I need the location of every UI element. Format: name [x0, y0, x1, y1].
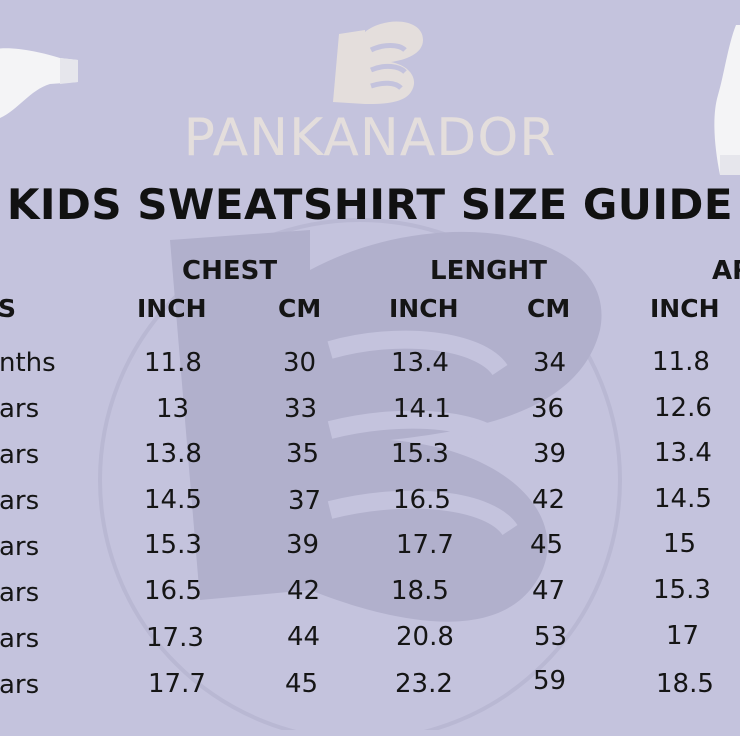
- arm-inch-cell: 15.3: [653, 575, 711, 605]
- length-inch-cell: 13.4: [391, 348, 449, 378]
- length-cm-cell: 45: [530, 530, 564, 560]
- length-inch-cell: 18.5: [391, 576, 449, 606]
- age-cell: ars: [0, 670, 40, 700]
- age-cell: ars: [0, 532, 40, 562]
- chest-inch-header: INCH: [137, 294, 207, 323]
- arm-inch-cell: 13.4: [654, 438, 712, 468]
- length-inch-header: INCH: [389, 294, 459, 323]
- chest-inch-cell: 17.7: [148, 669, 206, 699]
- length-cm-cell: 47: [532, 576, 566, 606]
- length-cm-cell: 34: [533, 348, 567, 378]
- length-inch-cell: 23.2: [395, 669, 453, 699]
- age-cell: ars: [0, 394, 40, 424]
- sweatshirt-sleeve-right-image: [714, 25, 740, 175]
- arm-inch-cell: 18.5: [656, 669, 714, 699]
- length-group-header: LENGHT: [430, 256, 547, 286]
- arm-inch-cell: 15: [663, 529, 697, 559]
- chest-cm-header: CM: [278, 294, 322, 323]
- chest-inch-cell: 17.3: [146, 623, 204, 653]
- arm-inch-cell: 11.8: [652, 347, 710, 377]
- chest-inch-cell: 14.5: [144, 485, 202, 515]
- chest-group-header: CHEST: [182, 256, 278, 286]
- chest-cm-cell: 44: [287, 622, 321, 652]
- length-inch-cell: 17.7: [396, 530, 454, 560]
- age-cell: ars: [0, 624, 40, 654]
- length-cm-cell: 53: [534, 622, 568, 652]
- length-cm-header: CM: [527, 294, 571, 323]
- length-inch-cell: 15.3: [391, 439, 449, 469]
- age-cell: nths: [0, 348, 56, 378]
- length-cm-cell: 59: [533, 666, 567, 696]
- chest-inch-cell: 16.5: [144, 576, 202, 606]
- chest-inch-cell: 11.8: [144, 348, 202, 378]
- age-cell: ars: [0, 486, 40, 516]
- chest-inch-cell: 13: [156, 394, 190, 424]
- chest-cm-cell: 39: [286, 530, 320, 560]
- chest-cm-cell: 35: [286, 439, 320, 469]
- length-inch-cell: 20.8: [396, 622, 454, 652]
- length-cm-cell: 36: [531, 394, 565, 424]
- chest-cm-cell: 45: [285, 669, 319, 699]
- sweatshirt-sleeve-left-image: [0, 48, 78, 118]
- chest-cm-cell: 37: [288, 486, 322, 516]
- size-column-header: S: [0, 294, 17, 323]
- arm-group-header: AR: [712, 256, 740, 286]
- length-inch-cell: 14.1: [393, 394, 451, 424]
- brand-logo-icon: [333, 21, 423, 104]
- chest-inch-cell: 13.8: [144, 439, 202, 469]
- chest-cm-cell: 30: [283, 348, 317, 378]
- chest-cm-cell: 33: [284, 394, 318, 424]
- arm-inch-cell: 17: [666, 621, 700, 651]
- arm-inch-header: INCH: [650, 294, 720, 323]
- arm-inch-cell: 14.5: [654, 484, 712, 514]
- length-inch-cell: 16.5: [393, 485, 451, 515]
- age-cell: ars: [0, 440, 40, 470]
- chest-inch-cell: 15.3: [144, 530, 202, 560]
- chest-cm-cell: 42: [287, 576, 321, 606]
- length-cm-cell: 42: [532, 485, 566, 515]
- arm-inch-cell: 12.6: [654, 393, 712, 423]
- brand-name: PANKANADOR: [183, 108, 557, 168]
- age-cell: ars: [0, 578, 40, 608]
- length-cm-cell: 39: [533, 439, 567, 469]
- watermark-logo: [98, 218, 622, 730]
- page-title: KIDS SWEATSHIRT SIZE GUIDE: [6, 180, 734, 229]
